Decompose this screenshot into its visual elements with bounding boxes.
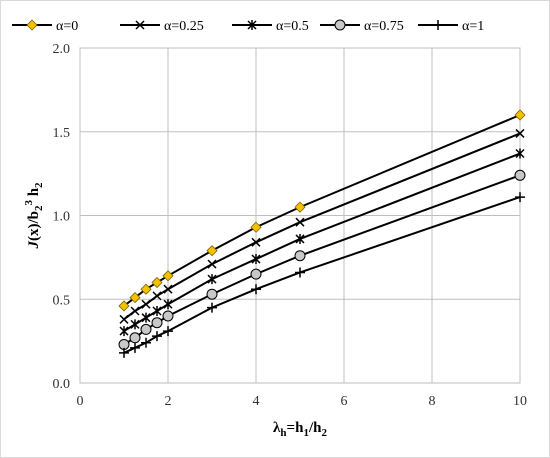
data-point (515, 128, 525, 138)
data-point (152, 291, 162, 301)
legend-label: α=0.75 (364, 19, 404, 34)
y-axis-title: J(x)/b23 h2 (23, 182, 45, 250)
data-point (129, 292, 141, 304)
data-point (141, 299, 151, 309)
x-tick-label: 0 (77, 394, 84, 409)
data-point (129, 332, 141, 344)
series-2 (119, 148, 525, 337)
legend-item-0: α=0 (12, 19, 78, 34)
y-tick-label: 1.5 (53, 126, 71, 141)
legend-label: α=1 (462, 19, 484, 34)
data-point (207, 302, 217, 313)
y-tick-label: 2.0 (53, 42, 71, 57)
data-point (119, 347, 129, 358)
series (118, 109, 526, 358)
series-1 (119, 128, 525, 324)
data-point (206, 288, 218, 300)
legend-marker (433, 20, 443, 30)
data-point (163, 299, 173, 310)
data-point (295, 233, 305, 244)
data-point (515, 148, 525, 159)
data-point (294, 250, 306, 262)
x-tick-label: 10 (513, 394, 527, 409)
axes: 0 2 4 6 8 10 0.0 0.5 1.0 1.5 2.0 (53, 42, 528, 409)
data-point (152, 331, 162, 342)
legend: α=0 α=0.25 α=0.5 α=0.75 α=1 (12, 19, 484, 34)
series-4 (119, 192, 525, 358)
data-point (251, 284, 261, 295)
legend-marker (334, 19, 346, 31)
data-point (163, 284, 173, 294)
data-point (514, 169, 526, 181)
data-point (250, 268, 262, 280)
data-point (207, 259, 217, 269)
data-point (141, 312, 151, 323)
legend-item-3: α=0.75 (320, 19, 404, 34)
legend-marker (247, 20, 257, 30)
data-point (250, 221, 262, 233)
data-point (119, 314, 129, 324)
series-0 (118, 109, 526, 312)
data-point (151, 317, 163, 329)
data-point (295, 267, 305, 278)
data-point (118, 300, 130, 312)
x-tick-label: 8 (429, 394, 436, 409)
data-point (295, 217, 305, 227)
data-point (119, 326, 129, 337)
data-point (152, 305, 162, 316)
legend-label: α=0.25 (164, 19, 204, 34)
data-point (130, 342, 140, 353)
y-tick-label: 0.0 (53, 377, 71, 392)
data-point (162, 310, 174, 322)
data-point (206, 245, 218, 257)
y-tick-label: 1.0 (53, 210, 71, 225)
legend-label: α=0.5 (276, 19, 309, 34)
data-point (151, 276, 163, 289)
legend-item-1: α=0.25 (120, 19, 204, 34)
x-axis-title: λh=h1/h2 (273, 420, 327, 439)
x-tick-label: 6 (341, 394, 348, 409)
series-3 (118, 169, 526, 350)
legend-item-4: α=1 (418, 19, 484, 34)
data-point (130, 306, 140, 316)
data-point (207, 274, 217, 285)
data-point (140, 283, 152, 295)
data-point (162, 270, 174, 282)
data-point (251, 237, 261, 247)
data-point (163, 326, 173, 337)
data-point (515, 192, 525, 203)
data-point (140, 323, 152, 335)
x-tick-label: 2 (165, 394, 172, 409)
legend-item-2: α=0.5 (232, 19, 309, 34)
data-point (294, 201, 306, 213)
data-point (130, 319, 140, 330)
x-tick-label: 4 (253, 394, 260, 409)
legend-marker (26, 19, 38, 31)
legend-marker (135, 20, 145, 30)
data-point (251, 254, 261, 265)
data-point (141, 337, 151, 348)
data-point (514, 109, 526, 121)
legend-label: α=0 (56, 19, 78, 34)
y-tick-label: 0.5 (53, 293, 71, 308)
